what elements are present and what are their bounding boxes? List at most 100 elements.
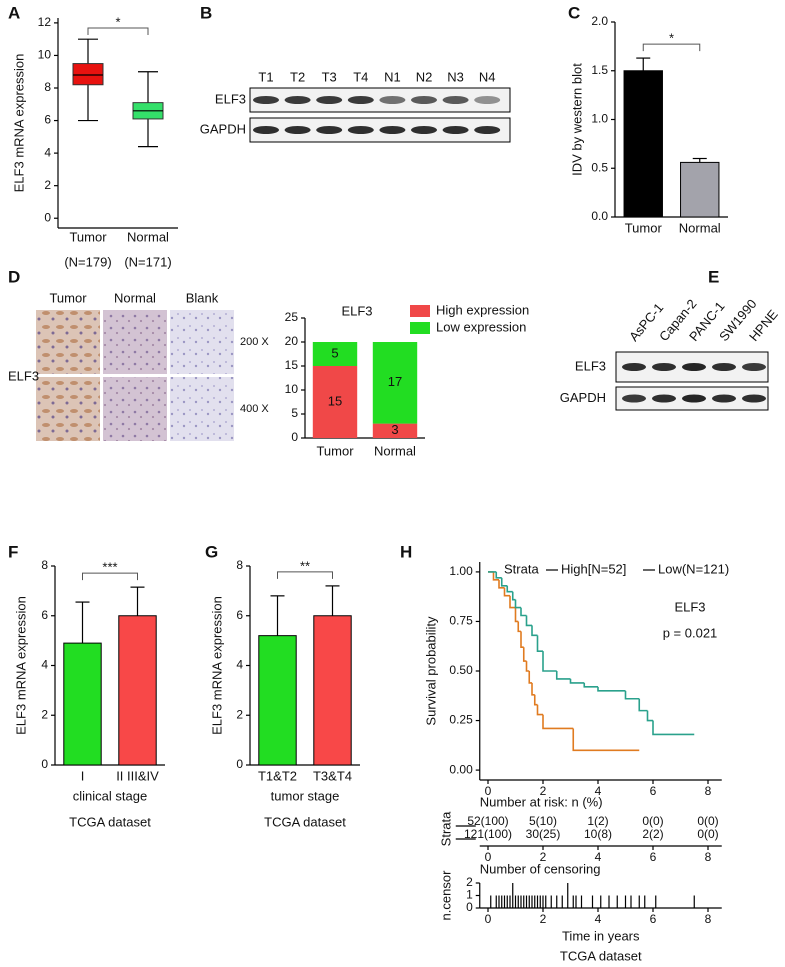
lane-label: N3 — [447, 69, 464, 84]
histology-row-label: ELF3 — [8, 368, 39, 383]
blot-band — [712, 363, 736, 371]
x-axis-label: clinical stage — [73, 788, 147, 803]
significance-bracket — [82, 572, 138, 581]
survival-step — [652, 720, 695, 736]
bar-segment — [372, 342, 418, 424]
survival-step — [506, 585, 513, 593]
y-tick-label: 2 — [466, 875, 473, 889]
panel-label: D — [8, 267, 20, 286]
x-tick-label: T3&T4 — [313, 768, 352, 783]
blot-band — [474, 126, 501, 134]
x-tick-label: 0 — [485, 784, 492, 798]
lane-label: T1 — [258, 69, 273, 84]
blot-band — [411, 126, 437, 134]
y-tick-label: 2 — [44, 178, 51, 192]
x-sublabel: (N=179) — [64, 254, 111, 269]
histology-image — [36, 310, 100, 374]
blot-band — [742, 363, 766, 371]
y-tick-label: 8 — [44, 80, 51, 94]
y-axis-label: ELF3 mRNA expression — [11, 54, 26, 193]
significance-bracket — [87, 27, 149, 35]
x-tick-label: 4 — [595, 850, 602, 864]
bar — [680, 161, 720, 218]
y-tick-label: 4 — [41, 658, 48, 672]
y-tick-label: 0.00 — [449, 762, 473, 776]
blot-band — [379, 126, 406, 134]
survival-step — [500, 577, 508, 587]
blot-band — [622, 363, 646, 371]
y-tick-label: 10 — [38, 48, 52, 62]
x-tick-label: 2 — [540, 850, 547, 864]
survival-step — [520, 631, 524, 649]
blot-band — [253, 96, 279, 104]
box — [72, 63, 104, 86]
blot-band — [652, 394, 676, 403]
y-tick-label: 8 — [41, 558, 48, 572]
x-tick-label: Normal — [374, 443, 416, 458]
table-title: Number at risk: n (%) — [480, 794, 603, 809]
y-tick-label: 25 — [285, 310, 299, 324]
survival-step — [638, 698, 648, 712]
y-tick-label: 0.75 — [449, 614, 473, 628]
segment-label: 17 — [388, 374, 402, 389]
histology-column: Normal — [114, 290, 156, 305]
y-tick-label: 0 — [466, 900, 473, 914]
significance-bracket — [642, 43, 701, 52]
histology-image — [170, 310, 234, 374]
histology-column: Tumor — [49, 290, 87, 305]
x-tick-label: II III&IV — [116, 768, 159, 783]
histology-image — [170, 377, 234, 441]
blot-band — [742, 394, 766, 403]
y-tick-label: 6 — [236, 608, 243, 622]
blot-row-label: ELF3 — [575, 358, 606, 373]
blot-band — [253, 126, 279, 134]
survival-step — [542, 714, 574, 730]
survival-step — [525, 615, 532, 627]
x-axis-label: Time in years — [562, 928, 640, 943]
x-axis-label: tumor stage — [271, 788, 340, 803]
segment-label: 5 — [331, 345, 338, 360]
blot-band — [712, 394, 736, 403]
panel-label: G — [205, 542, 218, 561]
magnification: 400 X — [240, 403, 269, 415]
significance: * — [115, 14, 120, 29]
histology-image — [36, 377, 100, 441]
survival-step — [583, 682, 598, 688]
risk-value: 1(2) — [587, 814, 608, 828]
lane-label: T3 — [322, 69, 337, 84]
blot-band — [682, 394, 706, 403]
x-tick-label: Normal — [127, 229, 169, 244]
y-tick-label: 1.5 — [591, 63, 608, 77]
y-tick-label: 0.50 — [449, 663, 473, 677]
legend-swatch — [410, 322, 430, 334]
survival-step — [514, 607, 519, 623]
histology-column: Blank — [186, 290, 219, 305]
y-tick-label: 2.0 — [591, 14, 608, 28]
y-tick-label: 1.00 — [449, 564, 473, 578]
survival-step — [495, 571, 502, 579]
lane-label: T2 — [290, 69, 305, 84]
survival-step — [514, 599, 521, 609]
legend-title: Strata — [504, 561, 539, 576]
significance-bracket — [277, 571, 333, 579]
panel-label: A — [8, 3, 20, 22]
x-tick-label: 6 — [650, 912, 657, 926]
survival-step — [498, 579, 505, 589]
survival-step — [542, 651, 557, 672]
risk-value: 5(10) — [529, 814, 557, 828]
panel-label: C — [568, 3, 580, 22]
x-tick-label: 2 — [540, 912, 547, 926]
survival-step — [528, 671, 532, 684]
risk-value: 0(0) — [697, 827, 718, 841]
survival-step — [555, 671, 571, 680]
x-tick-label: 6 — [650, 850, 657, 864]
y-tick-label: 6 — [41, 608, 48, 622]
x-tick-label: Tumor — [316, 443, 354, 458]
x-tick-label: Tumor — [625, 220, 663, 235]
blot-band — [652, 363, 676, 371]
blot-row-label: GAPDH — [560, 390, 606, 405]
x-tick-label: 2 — [540, 784, 547, 798]
panel-label: B — [200, 3, 212, 22]
y-tick-label: 2 — [41, 707, 48, 721]
legend-label: Low expression — [436, 319, 526, 334]
